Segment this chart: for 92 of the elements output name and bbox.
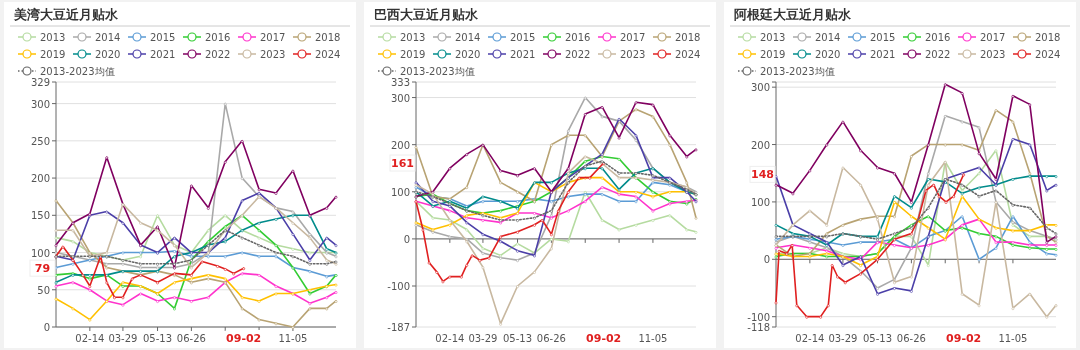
- line-series: [414, 108, 698, 220]
- y-tick-label: 200: [390, 139, 410, 151]
- chart-title: 阿根廷大豆近月贴水: [734, 7, 852, 22]
- y-tick-label: 0: [403, 233, 410, 245]
- legend-label: 2017: [620, 32, 646, 43]
- legend-label: 2013: [400, 32, 426, 43]
- legend-label: 2015: [870, 32, 896, 43]
- y-tick-label: 150: [30, 210, 50, 222]
- legend-label: 2016: [925, 32, 951, 43]
- line-series: [54, 272, 338, 307]
- legend-label: 2014: [95, 32, 121, 43]
- x-tick-label: 05-13: [143, 333, 173, 344]
- chart-title: 美湾大豆近月贴水: [13, 7, 119, 22]
- x-tick-label: 11-05: [638, 333, 668, 344]
- legend-label: 2023: [620, 49, 646, 60]
- x-tick-label: 05-13: [863, 333, 893, 344]
- legend-label: 2023: [260, 49, 286, 60]
- legend-label: 2019: [760, 49, 786, 60]
- legend-label: 2018: [675, 32, 701, 43]
- x-tick-label: 11-05: [278, 333, 308, 344]
- y-tick-label: -118: [747, 322, 770, 333]
- y-tick-label: 100: [390, 186, 410, 198]
- x-tick-label: 02-14: [435, 333, 465, 344]
- line-series: [54, 140, 338, 270]
- x-tick-label: 03-29: [108, 333, 138, 344]
- x-tick-label: 03-29: [468, 333, 498, 344]
- legend-label: 2018: [315, 32, 341, 43]
- y-tick-label: -100: [747, 311, 770, 323]
- line-series: [414, 101, 698, 199]
- legend-label: 2020: [815, 49, 841, 60]
- legend-label: 2015: [150, 32, 176, 43]
- legend-label: 2020: [95, 49, 121, 60]
- legend-label: 2021: [510, 49, 536, 60]
- line-series: [774, 160, 1058, 319]
- legend-label: 2020: [455, 49, 481, 60]
- annotation: 09-02: [585, 330, 622, 346]
- y-tick-label: 200: [750, 139, 770, 151]
- x-tick-label: 02-14: [795, 333, 825, 344]
- legend-label: 2016: [205, 32, 231, 43]
- y-tick-label: 333: [390, 77, 410, 88]
- legend-label: 2017: [980, 32, 1006, 43]
- x-tick-label: 05-13: [503, 333, 533, 344]
- legend-label: 2024: [1035, 49, 1061, 60]
- line-series: [774, 109, 1058, 259]
- legend-label: 2022: [205, 49, 231, 60]
- legend-label: 2013-2023均值: [40, 66, 115, 77]
- legend-label: 2013-2023均值: [400, 66, 475, 77]
- y-tick-label: 100: [750, 196, 770, 208]
- legend-label: 2014: [815, 32, 841, 43]
- line-series: [774, 115, 1058, 290]
- legend-label: 2021: [150, 49, 176, 60]
- legend-label: 2013: [760, 32, 786, 43]
- legend-label: 2022: [925, 49, 951, 60]
- y-tick-label: 300: [390, 92, 410, 104]
- x-tick-label: 03-29: [828, 333, 858, 344]
- legend-label: 2024: [315, 49, 341, 60]
- legend-label: 2016: [565, 32, 591, 43]
- x-tick-label: 06-26: [176, 333, 206, 344]
- line-series: [414, 117, 698, 258]
- x-tick-label: 06-26: [896, 333, 926, 344]
- legend-label: 2013-2023均值: [760, 66, 835, 77]
- legend-label: 2014: [455, 32, 481, 43]
- y-tick-label: 200: [30, 173, 50, 185]
- legend-label: 2023: [980, 49, 1006, 60]
- x-tick-label: 11-05: [998, 333, 1028, 344]
- annotation: 161: [389, 154, 416, 172]
- annotation: 148: [749, 165, 776, 183]
- x-tick-label: 02-14: [75, 333, 105, 344]
- y-tick-label: 0: [43, 322, 50, 333]
- legend-label: 2015: [510, 32, 536, 43]
- chart-title: 巴西大豆近月贴水: [374, 7, 479, 22]
- y-tick-label: 250: [30, 135, 50, 147]
- y-tick-label: 50: [37, 284, 50, 296]
- y-tick-label: -187: [387, 322, 410, 333]
- y-tick-label: 300: [750, 82, 770, 94]
- y-tick-label: 329: [30, 77, 50, 88]
- legend-label: 2024: [675, 49, 701, 60]
- legend-label: 2022: [565, 49, 591, 60]
- legend-label: 2021: [870, 49, 896, 60]
- legend-label: 2018: [1035, 32, 1061, 43]
- annotation: 79: [29, 259, 56, 277]
- legend-label: 2019: [400, 49, 426, 60]
- line-series: [774, 173, 966, 319]
- y-tick-label: 0: [763, 254, 770, 266]
- legend-label: 2013: [40, 32, 66, 43]
- y-tick-label: 300: [30, 98, 50, 110]
- legend-label: 2017: [260, 32, 286, 43]
- y-tick-label: 100: [30, 247, 50, 259]
- annotation: 09-02: [945, 330, 982, 346]
- y-tick-label: -100: [387, 281, 410, 293]
- legend-label: 2019: [40, 49, 66, 60]
- x-tick-label: 06-26: [536, 333, 566, 344]
